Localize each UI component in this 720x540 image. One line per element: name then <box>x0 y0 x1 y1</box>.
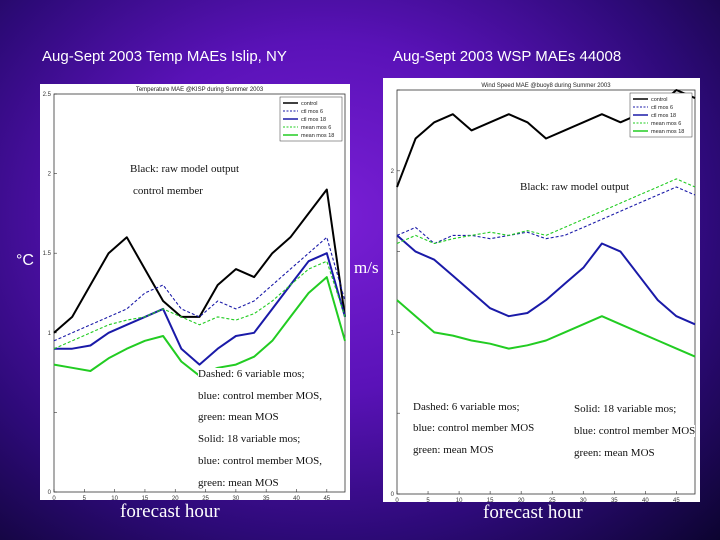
right-x-axis-label: forecast hour <box>483 502 583 523</box>
left-note-dashed: Dashed: 6 variable mos; <box>198 368 305 380</box>
left-note-dashed-green: green: mean MOS <box>198 411 279 423</box>
temp-mae-chart: Temperature MAE @KISP during Summer 2003… <box>43 87 346 500</box>
temp-x-tick-label: 30 <box>233 496 240 500</box>
temp-legend-label: ctl mos 6 <box>301 109 323 115</box>
wsp-series-mean-mos-18 <box>396 299 696 358</box>
left-note-raw-output: Black: raw model output <box>130 163 240 175</box>
wsp-x-tick-label: 20 <box>518 498 525 502</box>
temp-legend-label: ctl mos 18 <box>301 117 326 123</box>
left-note-solid-blue: blue: control member MOS, <box>198 455 323 467</box>
left-note-control-member: control member <box>133 185 203 197</box>
temp-series-mean-mos-6 <box>53 260 346 350</box>
temp-y-tick-label: 0 <box>48 490 52 496</box>
temp-x-tick-label: 15 <box>142 496 149 500</box>
left-slide-title: Aug-Sept 2003 Temp MAEs Islip, NY <box>42 48 287 65</box>
temp-y-tick-label: 1.5 <box>43 251 52 257</box>
wsp-x-tick-label: 15 <box>487 498 494 502</box>
temp-x-tick-label: 25 <box>202 496 209 500</box>
temp-legend-label: control <box>301 101 318 107</box>
wsp-legend-label: ctl mos 6 <box>651 105 673 111</box>
left-note-dashed-blue: blue: control member MOS, <box>198 390 323 402</box>
right-note-raw-output: Black: raw model output <box>520 181 630 193</box>
wsp-x-tick-label: 0 <box>395 498 399 502</box>
temp-x-tick-label: 10 <box>111 496 118 500</box>
temp-series-mean-mos-18 <box>53 276 346 377</box>
temp-series-control <box>53 188 346 334</box>
left-x-axis-label: forecast hour <box>120 501 220 522</box>
temp-series-ctl-mos-6 <box>53 236 346 342</box>
temp-y-tick-label: 1 <box>48 331 52 337</box>
right-slide-title: Aug-Sept 2003 WSP MAEs 44008 <box>393 48 622 65</box>
wsp-x-tick-label: 35 <box>611 498 618 502</box>
left-y-unit: °C <box>16 252 34 269</box>
right-note-solid-blue: blue: control member MOS <box>574 425 696 437</box>
wsp-plot-title: Wind Speed MAE @buoy8 during Summer 2003 <box>481 83 611 89</box>
wsp-x-tick-label: 45 <box>673 498 680 502</box>
left-note-solid-green: green: mean MOS <box>198 477 279 489</box>
wsp-mae-chart-panel: Wind Speed MAE @buoy8 during Summer 2003… <box>383 78 700 502</box>
temp-legend-label: mean mos 6 <box>301 125 331 131</box>
temp-plot-title: Temperature MAE @KISP during Summer 2003 <box>136 87 264 93</box>
right-note-dashed-green: green: mean MOS <box>413 444 494 456</box>
wsp-legend-label: mean mos 6 <box>651 121 681 127</box>
temp-series-ctl-mos-18 <box>54 252 346 366</box>
temp-x-tick-label: 40 <box>293 496 300 500</box>
temp-plot-frame <box>53 93 346 493</box>
temp-x-tick-label: 0 <box>52 496 56 500</box>
temp-mae-chart-panel: Temperature MAE @KISP during Summer 2003… <box>40 84 350 500</box>
wsp-series-ctl-mos-18 <box>396 234 696 326</box>
right-note-solid: Solid: 18 variable mos; <box>574 403 677 415</box>
wsp-legend-label: ctl mos 18 <box>651 113 676 119</box>
wsp-y-tick-label: 2 <box>391 169 395 175</box>
temp-y-tick-label: 2.5 <box>43 92 52 98</box>
temp-x-tick-label: 20 <box>172 496 179 500</box>
wsp-series-ctl-mos-6 <box>396 186 696 245</box>
temp-x-tick-label: 35 <box>263 496 270 500</box>
wsp-x-tick-label: 5 <box>426 498 430 502</box>
wsp-legend-label: mean mos 18 <box>651 129 684 135</box>
right-note-dashed: Dashed: 6 variable mos; <box>413 401 520 413</box>
wsp-legend-label: control <box>651 97 668 103</box>
temp-x-tick-label: 45 <box>323 496 330 500</box>
wsp-x-tick-label: 40 <box>642 498 649 502</box>
wsp-mae-chart: Wind Speed MAE @buoy8 during Summer 2003… <box>391 83 696 502</box>
wsp-y-tick-label: 1 <box>391 330 395 336</box>
wsp-plot-frame <box>396 89 696 495</box>
right-note-solid-green: green: mean MOS <box>574 447 655 459</box>
left-note-solid: Solid: 18 variable mos; <box>198 433 301 445</box>
wsp-x-tick-label: 30 <box>580 498 587 502</box>
temp-x-tick-label: 5 <box>83 496 87 500</box>
wsp-series-mean-mos-6 <box>396 178 696 245</box>
temp-y-tick-label: 2 <box>48 172 52 178</box>
wsp-x-tick-label: 25 <box>549 498 556 502</box>
right-y-unit: m/s <box>354 258 379 277</box>
right-note-dashed-blue: blue: control member MOS <box>413 422 535 434</box>
temp-legend-label: mean mos 18 <box>301 133 334 139</box>
wsp-y-tick-label: 0 <box>391 492 395 498</box>
wsp-x-tick-label: 10 <box>456 498 463 502</box>
